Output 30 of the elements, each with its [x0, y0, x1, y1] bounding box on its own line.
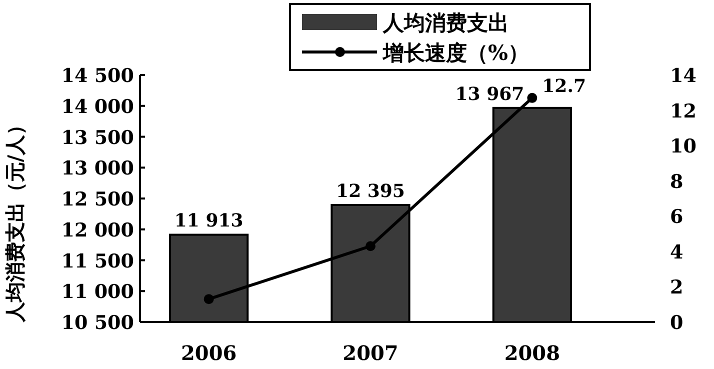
data-label: 12.7	[542, 76, 586, 97]
y2-tick-label: 10	[670, 136, 696, 158]
y-tick-label: 10 500	[61, 312, 134, 334]
y2-tick-label: 14	[670, 65, 696, 87]
point	[527, 92, 538, 103]
legend-label: 增长速度（%）	[382, 40, 529, 65]
x-tick-label: 2006	[180, 341, 237, 365]
y2-tick-label: 4	[670, 241, 684, 264]
y-axis-title: 人均消费支出（元/人）	[3, 114, 27, 324]
y2-tick-label: 8	[670, 170, 684, 193]
x-tick-label: 2007	[342, 341, 398, 365]
point	[204, 294, 214, 304]
point	[366, 241, 376, 252]
y2-tick-label: 0	[670, 312, 684, 334]
y-tick-label: 13 000	[61, 158, 134, 180]
data-label: 13 967	[455, 84, 524, 105]
y-tick-label: 13 500	[61, 126, 134, 149]
y2-tick-label: 2	[670, 276, 684, 299]
y2-tick-label: 12	[670, 100, 696, 122]
y-tick-label: 11 500	[61, 250, 134, 272]
data-label: 11 913	[174, 210, 244, 232]
data-label: 12 395	[336, 180, 405, 202]
y-tick-label: 14 500	[61, 65, 134, 87]
y-tick-label: 14 000	[61, 96, 134, 118]
x-tick-label: 2008	[504, 341, 560, 365]
y2-tick-label: 6	[670, 206, 684, 228]
legend-label: 人均消费支出	[382, 10, 509, 35]
y-tick-label: 12 500	[61, 188, 134, 210]
y-tick-label: 11 000	[61, 281, 134, 304]
y-tick-label: 12 000	[61, 219, 134, 242]
